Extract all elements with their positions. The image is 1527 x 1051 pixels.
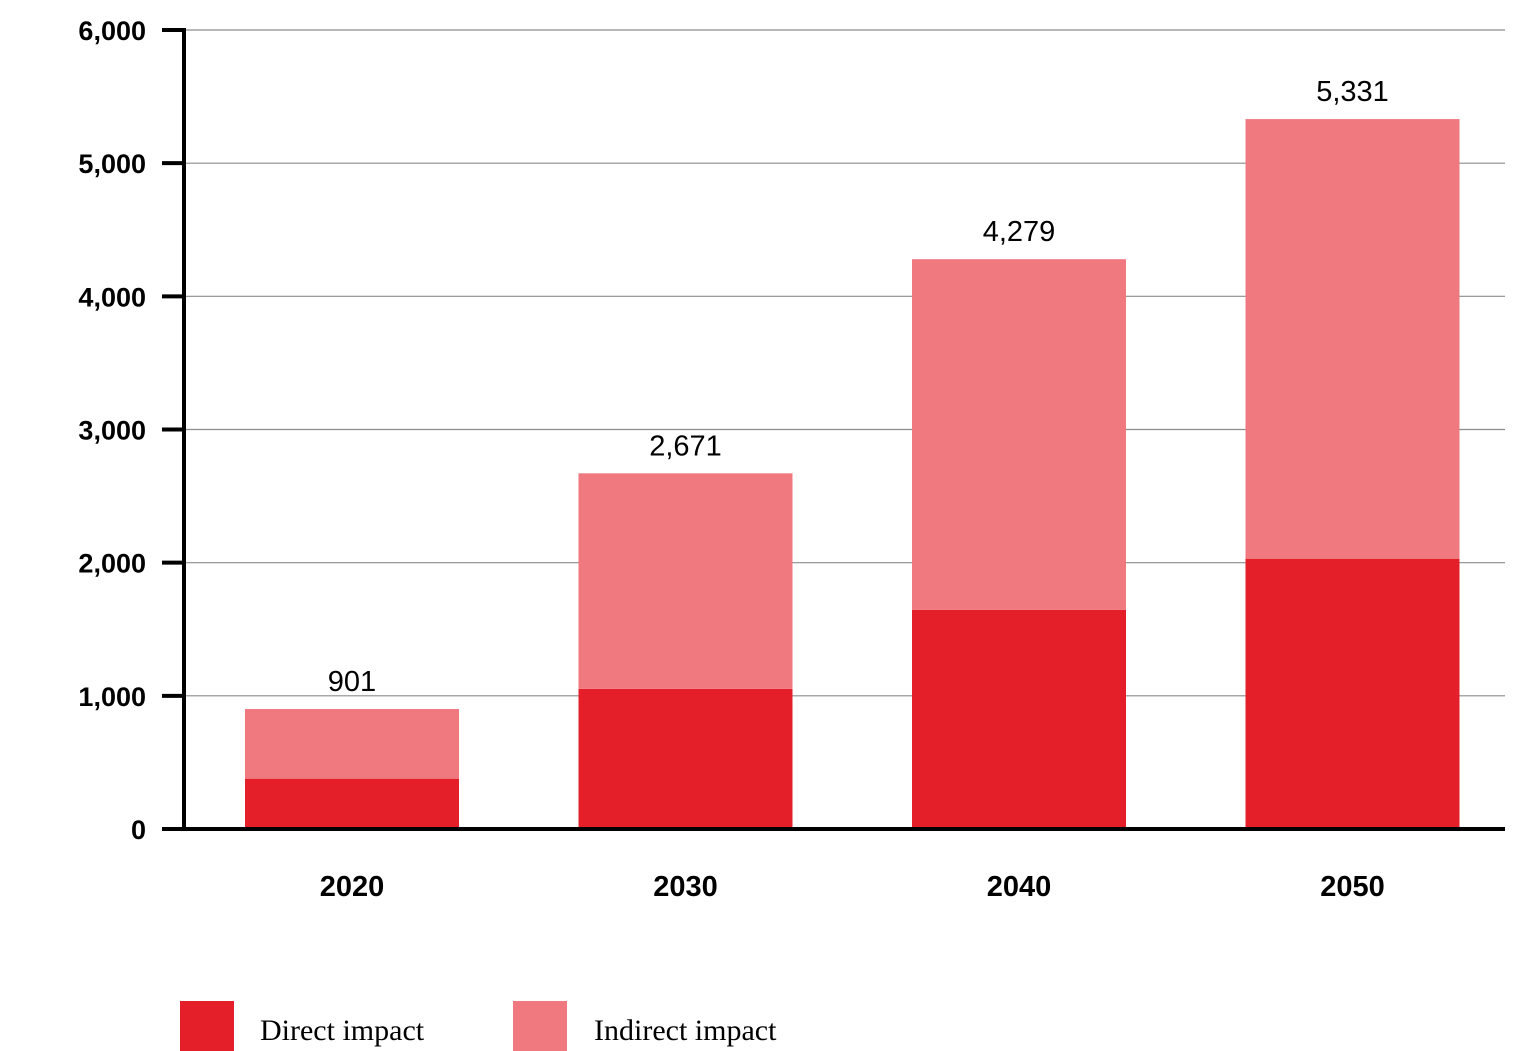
data-label-2050: 5,331 (1316, 76, 1389, 108)
bar-indirect-2020 (245, 709, 459, 779)
bar-direct-2030 (578, 688, 793, 829)
bar-indirect-2040 (912, 259, 1126, 610)
axes (162, 28, 1505, 831)
legend: Direct impact Indirect impact (180, 1001, 777, 1051)
y-tick-label: 6,000 (78, 16, 146, 46)
x-tick-label-2030: 2030 (653, 871, 718, 903)
y-tick-label: 2,000 (78, 549, 146, 579)
y-tick-label: 4,000 (78, 282, 146, 312)
legend-swatch-indirect (513, 1001, 567, 1051)
bar-indirect-2050 (1245, 119, 1460, 559)
legend-swatch-direct (180, 1001, 234, 1051)
y-tick-label: 0 (131, 815, 146, 845)
labels: 0 1,000 2,000 3,000 4,000 5,000 6,000 901 2020 2,… (78, 16, 1388, 903)
y-tick-label: 1,000 (78, 682, 146, 712)
x-tick-label-2020: 2020 (320, 871, 385, 903)
bars (245, 119, 1460, 829)
y-tick-label: 5,000 (78, 149, 146, 179)
data-label-2040: 4,279 (983, 216, 1056, 248)
bar-indirect-2030 (578, 473, 793, 689)
bar-direct-2040 (912, 609, 1126, 829)
bar-direct-2050 (1245, 558, 1460, 829)
legend-label-indirect: Indirect impact (594, 1014, 777, 1047)
y-tick-label: 3,000 (78, 416, 146, 446)
data-label-2030: 2,671 (649, 430, 722, 462)
x-tick-label-2040: 2040 (987, 871, 1052, 903)
legend-label-direct: Direct impact (260, 1014, 425, 1047)
bar-direct-2020 (245, 778, 459, 829)
data-label-2020: 901 (328, 666, 376, 698)
x-tick-label-2050: 2050 (1320, 871, 1385, 903)
